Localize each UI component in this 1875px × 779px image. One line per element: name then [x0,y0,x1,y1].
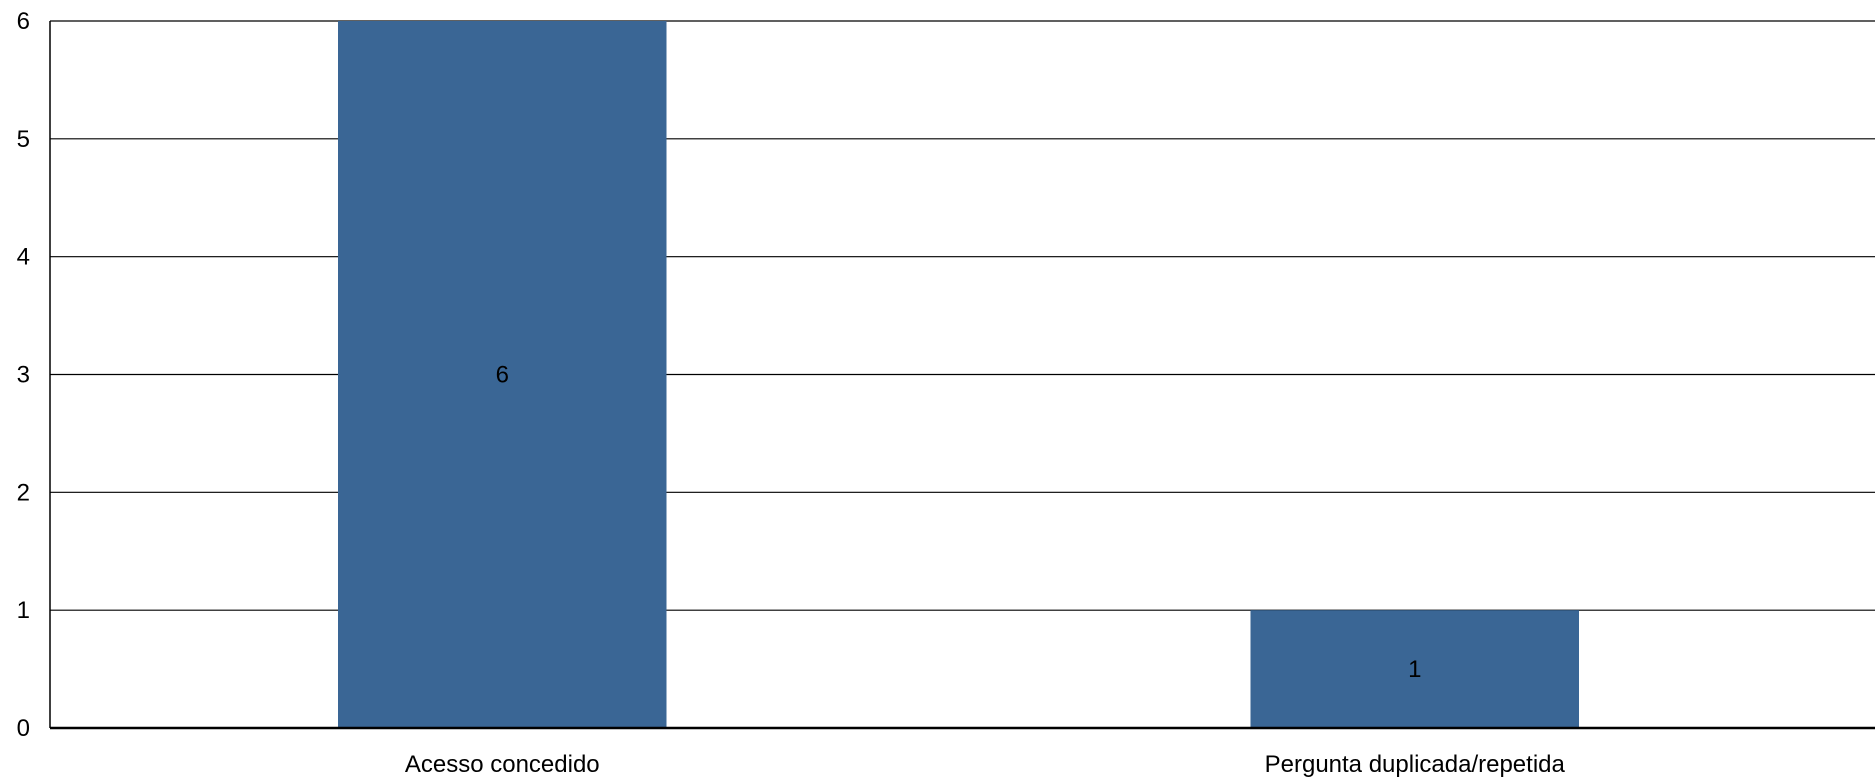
x-category-label-1: Acesso concedido [405,751,600,778]
data-label-1: 6 [496,362,509,389]
y-tick-label: 5 [17,126,30,153]
y-tick-labels: 0 1 2 3 4 5 6 [17,8,30,742]
bars [338,21,1579,728]
data-labels: 61 [496,362,1422,684]
y-tick-label: 0 [17,715,30,742]
gridlines [50,20,1875,611]
y-tick-label: 4 [17,244,30,271]
x-category-labels: Acesso concedido Pergunta duplicada/repet… [405,751,1566,778]
data-label-2: 1 [1408,656,1421,683]
y-tick-label: 6 [17,8,30,35]
x-category-label-2: Pergunta duplicada/repetida [1265,751,1566,778]
bar-1 [338,21,667,728]
axes [49,21,1875,730]
y-tick-label: 2 [17,479,30,506]
y-tick-label: 1 [17,597,30,624]
bar-2 [1250,610,1579,728]
y-tick-label: 3 [17,362,30,389]
